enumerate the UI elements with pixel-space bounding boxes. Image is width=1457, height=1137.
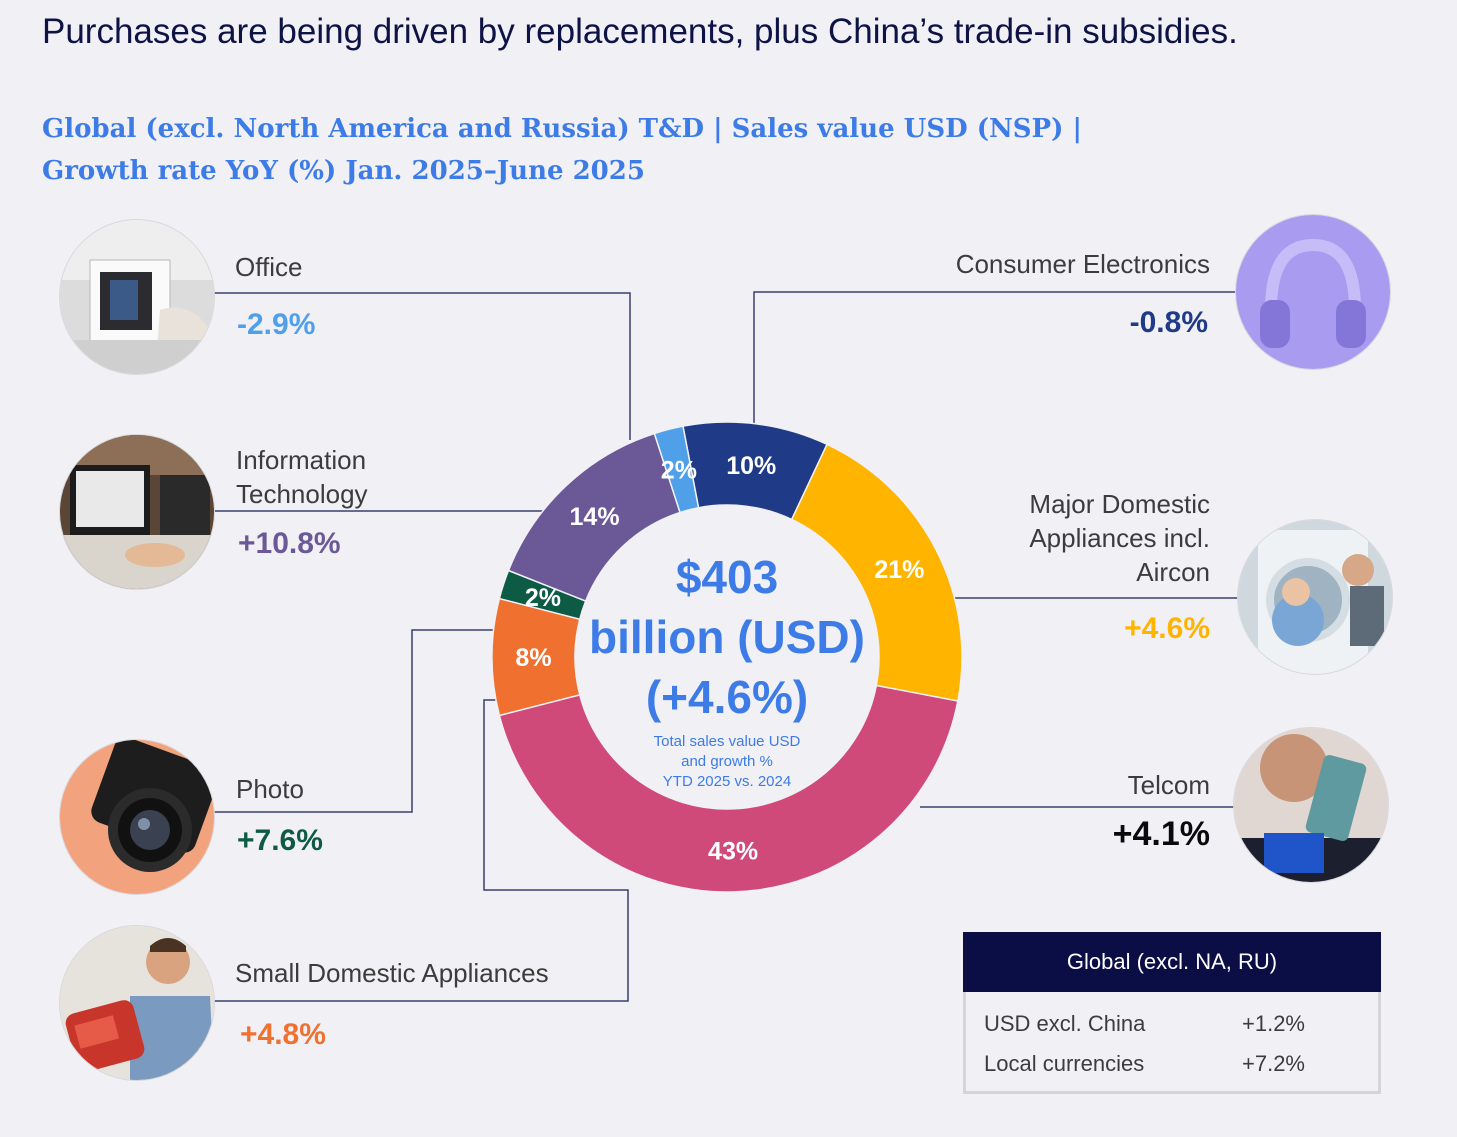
global-row-label-usd: USD excl. China — [984, 1011, 1146, 1036]
category-growth-consumer-electronics: -0.8% — [1129, 306, 1208, 339]
global-row-value-usd: +1.2% — [1242, 1011, 1305, 1036]
center-note-line3: YTD 2025 vs. 2024 — [662, 773, 792, 790]
center-note: Total sales value USD and growth % YTD 2… — [617, 732, 837, 792]
slice-label-telcom: 43% — [708, 837, 758, 865]
category-growth-major-domestic-appliances: +4.6% — [1124, 612, 1210, 645]
chart-subtitle: Global (excl. North America and Russia) … — [42, 108, 1142, 192]
category-growth-small-domestic-appliances: +4.8% — [240, 1018, 326, 1051]
leader-line-office — [214, 292, 631, 440]
global-row-value-local: +7.2% — [1242, 1051, 1305, 1076]
center-total: $403 — [675, 551, 779, 603]
category-name-information-technology: Information Technology — [236, 443, 368, 511]
category-growth-telcom: +4.1% — [1112, 815, 1210, 853]
center-note-line1: Total sales value USD — [653, 733, 801, 750]
center-note-line2: and growth % — [681, 753, 773, 770]
category-name-office: Office — [235, 252, 303, 282]
global-summary-title: Global (excl. NA, RU) — [963, 932, 1381, 992]
washing-machine-photo — [1238, 520, 1392, 674]
slice-label-major-domestic-appliances: 21% — [874, 556, 924, 584]
slice-telcom — [498, 684, 959, 893]
chart-subtitle-line2: Growth rate YoY (%) Jan. 2025–June 2025 — [42, 156, 645, 186]
category-name-telcom: Telcom — [1127, 770, 1210, 800]
category-name-mda-line3: Aircon — [1136, 557, 1210, 587]
category-name-it-line2: Technology — [236, 479, 368, 509]
category-name-consumer-electronics: Consumer Electronics — [955, 249, 1210, 279]
category-name-mda-line2: Appliances incl. — [1029, 523, 1210, 553]
category-growth-office: -2.9% — [237, 308, 316, 341]
global-row-label-local: Local currencies — [984, 1051, 1145, 1076]
category-name-mda-line1: Major Domestic — [1029, 489, 1210, 519]
leader-line-small-domestic-appliances — [214, 699, 629, 1002]
category-name-major-domestic-appliances: Major Domestic Appliances incl. Aircon — [910, 487, 1210, 589]
camera-photo — [60, 740, 214, 894]
slice-label-small-domestic-appliances: 8% — [515, 644, 551, 672]
center-unit: billion (USD) — [589, 611, 865, 663]
leader-line-photo — [214, 629, 500, 813]
category-name-small-domestic-appliances: Small Domestic Appliances — [235, 958, 549, 988]
center-growth: (+4.6%) — [645, 671, 809, 723]
phone-photo — [1234, 728, 1388, 882]
slice-label-information-technology: 14% — [570, 503, 620, 531]
headline: Purchases are being driven by replacemen… — [42, 12, 1238, 51]
category-name-it-line1: Information — [236, 445, 367, 475]
category-growth-photo: +7.6% — [237, 824, 323, 857]
slice-label-photo: 2% — [525, 584, 561, 612]
slice-office — [653, 425, 700, 514]
slice-label-consumer-electronics: 10% — [726, 452, 776, 480]
office-photo — [60, 220, 214, 374]
slice-major-domestic-appliances — [790, 443, 963, 702]
headphones-photo — [1236, 215, 1390, 369]
laptop-photo — [60, 435, 214, 589]
slice-label-office: 2% — [661, 457, 697, 485]
category-growth-information-technology: +10.8% — [238, 527, 341, 560]
kettle-photo — [60, 926, 214, 1080]
leader-line-consumer-electronics — [753, 291, 1238, 424]
global-summary-box: Global (excl. NA, RU) USD excl. China +1… — [963, 932, 1381, 1094]
chart-subtitle-line1: Global (excl. North America and Russia) … — [42, 114, 1082, 144]
category-name-photo: Photo — [236, 774, 304, 804]
